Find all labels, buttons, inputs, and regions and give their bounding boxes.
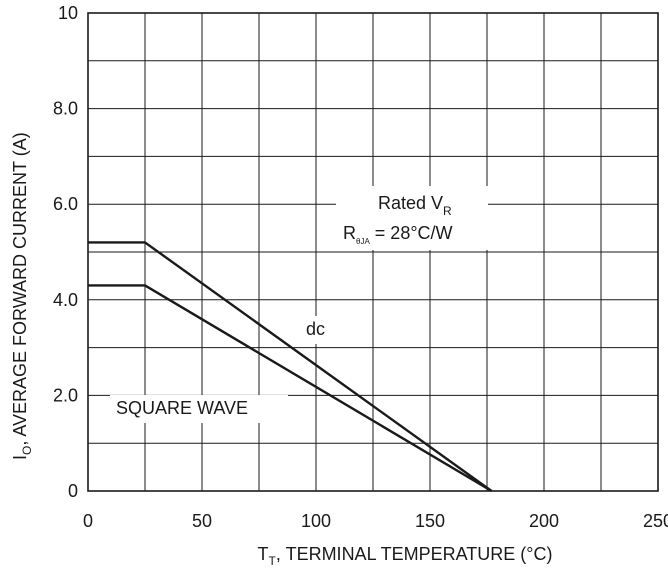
x-tick-label: 150 xyxy=(415,511,445,531)
x-tick-label: 0 xyxy=(83,511,93,531)
y-axis-title: IO, AVERAGE FORWARD CURRENT (A) xyxy=(10,132,34,460)
rated-vr-label: Rated VR xyxy=(378,193,452,218)
square-wave-series-label: SQUARE WAVE xyxy=(116,398,248,418)
y-tick-label: 2.0 xyxy=(53,385,78,405)
series-line-dc xyxy=(88,241,493,492)
dc-series-label: dc xyxy=(306,319,325,339)
y-tick-label: 6.0 xyxy=(53,194,78,214)
plot-frame xyxy=(87,12,659,492)
dc-label-bg xyxy=(296,316,334,344)
y-tick-label: 4.0 xyxy=(53,290,78,310)
series-lines xyxy=(88,241,493,493)
y-tick-label: 10 xyxy=(58,3,78,23)
x-tick-label: 50 xyxy=(192,511,212,531)
x-tick-label: 200 xyxy=(529,511,559,531)
square-wave-label-bg xyxy=(110,395,288,423)
x-axis-title: TT, TERMINAL TEMPERATURE (°C) xyxy=(258,544,553,568)
y-tick-labels: 0 2.0 4.0 6.0 8.0 10 xyxy=(53,3,78,501)
y-tick-label: 8.0 xyxy=(53,99,78,119)
x-tick-label: 250 xyxy=(643,511,668,531)
thermal-resistance-label: RθJA = 28°C/W xyxy=(343,223,453,246)
rated-label-bg xyxy=(336,186,488,250)
series-line-square-wave xyxy=(88,284,493,493)
y-tick-label: 0 xyxy=(68,481,78,501)
x-tick-labels: 0 50 100 150 200 250 xyxy=(83,511,668,531)
x-tick-label: 100 xyxy=(301,511,331,531)
